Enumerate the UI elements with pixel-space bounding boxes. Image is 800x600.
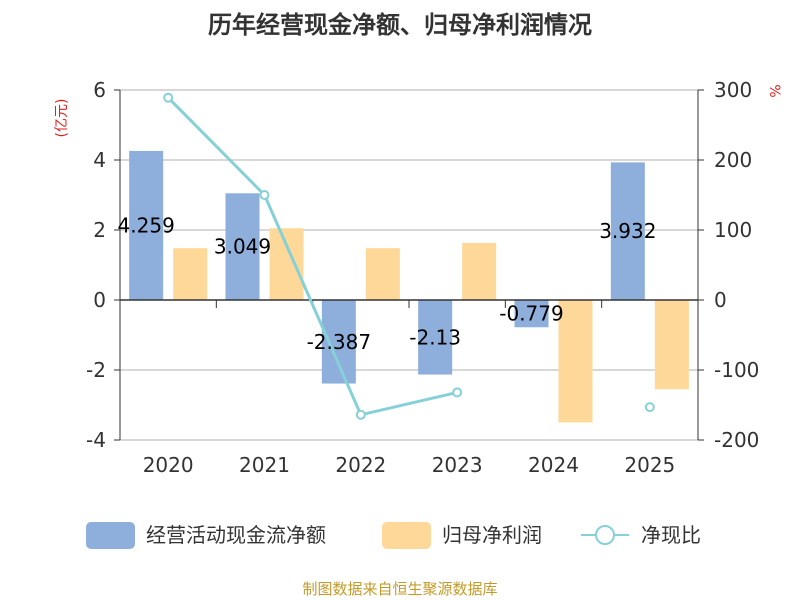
ratio-point	[355, 409, 366, 420]
ratio-point	[259, 190, 270, 200]
left-tick-label: 4	[93, 148, 106, 172]
legend-label-ratio: 净现比	[641, 523, 701, 547]
legend-label-net-profit: 归母净利润	[442, 523, 542, 547]
net-profit-bar	[365, 248, 400, 300]
right-tick-label: 0	[714, 288, 727, 312]
x-tick-label: 2023	[432, 453, 483, 477]
cashflow-data-label: -2.387	[307, 330, 371, 354]
cashflow-data-label: 4.259	[118, 213, 175, 237]
right-tick-label: 200	[714, 148, 752, 172]
cashflow-bar	[610, 162, 645, 300]
ratio-line-segment	[167, 96, 458, 417]
cashflow-bar	[225, 193, 260, 300]
cashflow-bar	[514, 300, 549, 328]
left-tick-label: 2	[93, 218, 106, 242]
legend-marker-ratio	[595, 525, 615, 545]
chart-title: 历年经营现金净额、归母净利润情况	[208, 11, 592, 39]
net-profit-bar	[173, 248, 208, 300]
right-tick-label: -100	[714, 358, 759, 382]
right-tick-label: -200	[714, 428, 759, 452]
legend-swatch-cashflow	[86, 522, 135, 549]
left-tick-label: -2	[86, 358, 106, 382]
left-tick-label: 6	[93, 78, 106, 102]
left-tick-label: 0	[93, 288, 106, 312]
net-profit-bar	[269, 228, 304, 300]
net-profit-bar	[462, 242, 497, 300]
net-profit-bar	[654, 300, 689, 390]
left-axis-unit: (亿元)	[54, 99, 70, 138]
right-tick-label: 100	[714, 218, 752, 242]
source-note: 制图数据来自恒生聚源数据库	[302, 580, 497, 598]
x-tick-label: 2022	[335, 453, 386, 477]
ratio-point	[452, 387, 463, 398]
cashflow-data-label: -2.13	[409, 325, 461, 349]
left-tick-label: -4	[86, 428, 106, 452]
ratio-point	[644, 402, 655, 413]
x-tick-label: 2024	[528, 453, 579, 477]
gridlines	[120, 89, 698, 441]
legend-label-cashflow: 经营活动现金流净额	[146, 523, 326, 547]
cashflow-bar	[129, 150, 164, 300]
ratio-point	[163, 92, 174, 103]
cashflow-data-label: -0.779	[499, 302, 563, 326]
cashflow-data-label: 3.049	[214, 235, 271, 259]
net-profit-bar	[558, 300, 593, 423]
right-axis-unit: %	[766, 84, 782, 97]
legend-swatch-net-profit	[382, 522, 431, 549]
axes: -4 -2 0 2 4 6 -200 -100 0 100 200 300 2020 2021 2022 20…	[86, 78, 759, 477]
x-tick-label: 2020	[143, 453, 194, 477]
ratio-line	[163, 92, 655, 420]
legend: 经营活动现金流净额 归母净利润 净现比	[86, 522, 701, 549]
x-tick-label: 2021	[239, 453, 290, 477]
data-labels: 4.259 3.049 -2.387 -2.13 -0.779 3.932	[118, 213, 657, 353]
cashflow-data-label: 3.932	[599, 219, 656, 243]
right-tick-label: 300	[714, 78, 752, 102]
bars	[129, 150, 689, 423]
cashflow-bar	[418, 300, 453, 375]
x-tick-label: 2025	[624, 453, 675, 477]
